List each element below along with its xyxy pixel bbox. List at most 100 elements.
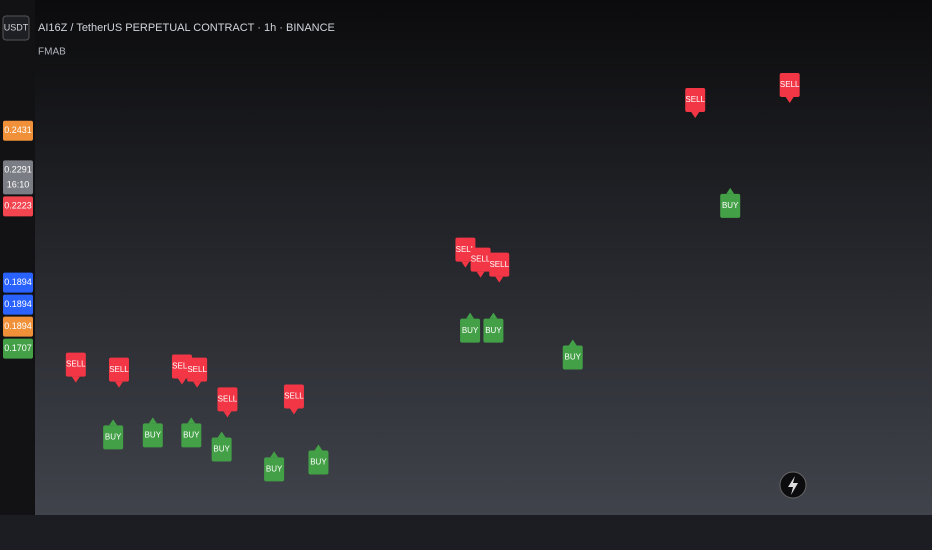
signal-pointer xyxy=(568,339,577,346)
signal-label: SELL xyxy=(780,80,800,89)
signal-label: BUY xyxy=(266,464,283,473)
currency-button[interactable] xyxy=(2,15,30,41)
buy-signal: BUY xyxy=(720,187,741,218)
signal-box xyxy=(685,87,706,112)
sell-signal: SELL xyxy=(470,247,491,278)
price-label-text: 0.1894 xyxy=(4,299,32,309)
price-label-text: 0.2431 xyxy=(4,125,32,135)
buy-signal: BUY xyxy=(211,431,232,462)
signal-pointer xyxy=(461,261,470,268)
buy-signal: BUY xyxy=(181,417,202,448)
price-label-text: 0.1707 xyxy=(4,343,32,353)
signal-label: BUY xyxy=(145,430,162,439)
price-label: 0.2223 xyxy=(3,196,33,217)
price-label-box xyxy=(3,196,33,217)
price-label: 0.1707 xyxy=(3,338,33,359)
signal-label: BUY xyxy=(213,445,230,454)
signal-box xyxy=(460,318,481,343)
signal-label: SELL xyxy=(172,362,192,371)
price-label: 0.2431 xyxy=(3,120,33,141)
signal-box xyxy=(65,352,86,377)
signal-pointer xyxy=(148,417,157,424)
signal-box xyxy=(483,318,504,343)
sell-signal: SELL xyxy=(685,87,706,118)
buy-signal: BUY xyxy=(142,417,163,448)
signal-label: SELL xyxy=(187,365,207,374)
signal-label: SELL xyxy=(456,245,476,254)
signal-label: BUY xyxy=(722,201,739,210)
signal-box xyxy=(470,247,491,272)
signal-pointer xyxy=(489,312,498,319)
signal-pointer xyxy=(270,451,279,458)
sell-signal: SELL xyxy=(171,354,192,385)
signal-label: SELL xyxy=(284,392,304,401)
signal-pointer xyxy=(726,187,735,194)
sell-signal: SELL xyxy=(217,387,238,418)
price-label-box xyxy=(3,120,33,141)
buy-signal: BUY xyxy=(308,444,329,475)
signal-box xyxy=(489,252,510,277)
sell-signal: SELL xyxy=(455,237,476,268)
countdown: 16:10 xyxy=(7,180,30,190)
signal-label: BUY xyxy=(310,458,327,467)
signal-pointer xyxy=(476,271,485,278)
signal-box xyxy=(181,423,202,448)
signal-box xyxy=(103,425,124,450)
signal-label: BUY xyxy=(485,326,502,335)
signal-pointer xyxy=(71,376,80,383)
signal-box xyxy=(283,384,304,409)
signal-pointer xyxy=(187,417,196,424)
sell-signal: SELL xyxy=(283,384,304,415)
price-label: 0.1894 xyxy=(3,316,33,337)
signal-pointer xyxy=(289,408,298,415)
sell-signal: SELL xyxy=(779,73,800,103)
signal-pointer xyxy=(466,312,475,319)
signal-label: BUY xyxy=(462,326,479,335)
x-axis-strip xyxy=(0,515,932,550)
price-label-box xyxy=(3,272,33,293)
buy-signal: BUY xyxy=(483,312,504,343)
chart-title: AI16Z / TetherUS PERPETUAL CONTRACT · 1h… xyxy=(38,22,335,34)
signal-pointer xyxy=(114,381,123,388)
signal-box xyxy=(108,357,129,382)
price-label-text: 0.1894 xyxy=(4,277,32,287)
signal-label: BUY xyxy=(183,430,200,439)
price-label: 0.1894 xyxy=(3,294,33,315)
price-label-text: 0.2291 xyxy=(4,165,32,175)
signal-pointer xyxy=(177,378,186,385)
signal-box xyxy=(779,73,800,97)
signal-pointer xyxy=(495,276,504,283)
signal-pointer xyxy=(223,411,232,418)
price-label-box xyxy=(3,316,33,337)
signal-label: SELL xyxy=(685,95,705,104)
signal-box xyxy=(264,457,285,482)
buy-signal: BUY xyxy=(103,419,124,450)
buy-signal: BUY xyxy=(562,339,583,370)
signal-label: SELL xyxy=(66,360,86,369)
signal-box xyxy=(308,450,329,475)
signal-label: SELL xyxy=(489,260,509,269)
signal-pointer xyxy=(691,111,700,118)
lightning-icon xyxy=(788,476,798,495)
price-label-box xyxy=(3,294,33,315)
price-label: 0.1894 xyxy=(3,272,33,293)
sell-signal: SELL xyxy=(108,357,129,388)
signal-box xyxy=(187,357,208,382)
sell-signal: SELL xyxy=(187,357,208,388)
signal-label: SELL xyxy=(218,394,238,403)
buy-signal: BUY xyxy=(460,312,481,343)
signal-box xyxy=(720,193,741,218)
signal-label: SELL xyxy=(471,255,491,264)
buy-signal: BUY xyxy=(264,451,285,482)
signal-pointer xyxy=(217,431,226,438)
sell-signal: SELL xyxy=(65,352,86,383)
signal-pointer xyxy=(314,444,323,451)
signal-pointer xyxy=(193,381,202,388)
signal-box xyxy=(171,354,192,379)
signal-box xyxy=(142,423,163,448)
signal-box xyxy=(217,387,238,412)
sell-signal: SELL xyxy=(489,252,510,283)
